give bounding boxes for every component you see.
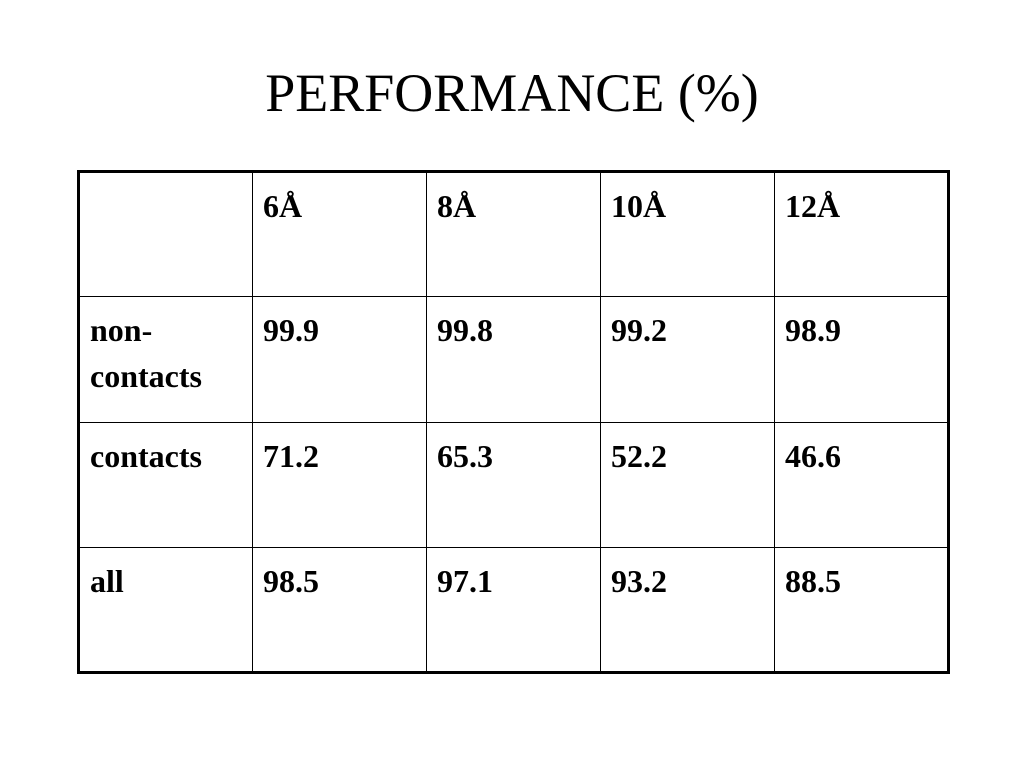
performance-table: 6Å 8Å 10Å 12Å non-contacts 99.9 99.8 99.2 98.9 co… [77, 170, 950, 674]
column-header: 6Å [252, 170, 427, 298]
row-label: all [78, 546, 253, 674]
value-cell: 52.2 [600, 421, 775, 548]
header-row: 6Å 8Å 10Å 12Å [78, 170, 949, 298]
value-cell: 98.9 [774, 296, 949, 423]
data-row: non-contacts 99.9 99.8 99.2 98.9 [78, 296, 949, 423]
table-body: 6Å 8Å 10Å 12Å non-contacts 99.9 99.8 99.2 98.9 co… [78, 170, 949, 674]
column-header: 8Å [426, 170, 601, 298]
value-cell: 99.2 [600, 296, 775, 423]
value-cell: 46.6 [774, 421, 949, 548]
value-cell: 65.3 [426, 421, 601, 548]
value-cell: 98.5 [252, 546, 427, 674]
value-cell: 71.2 [252, 421, 427, 548]
data-row: all 98.5 97.1 93.2 88.5 [78, 546, 949, 674]
slide-title: PERFORMANCE (%) [265, 63, 759, 123]
column-header: 12Å [774, 170, 949, 298]
value-cell: 88.5 [774, 546, 949, 674]
value-cell: 93.2 [600, 546, 775, 674]
data-row: contacts 71.2 65.3 52.2 46.6 [78, 421, 949, 548]
column-header: 10Å [600, 170, 775, 298]
corner-cell [78, 170, 253, 298]
value-cell: 97.1 [426, 546, 601, 674]
row-label: non-contacts [78, 296, 253, 423]
value-cell: 99.8 [426, 296, 601, 423]
row-label: contacts [78, 421, 253, 548]
value-cell: 99.9 [252, 296, 427, 423]
